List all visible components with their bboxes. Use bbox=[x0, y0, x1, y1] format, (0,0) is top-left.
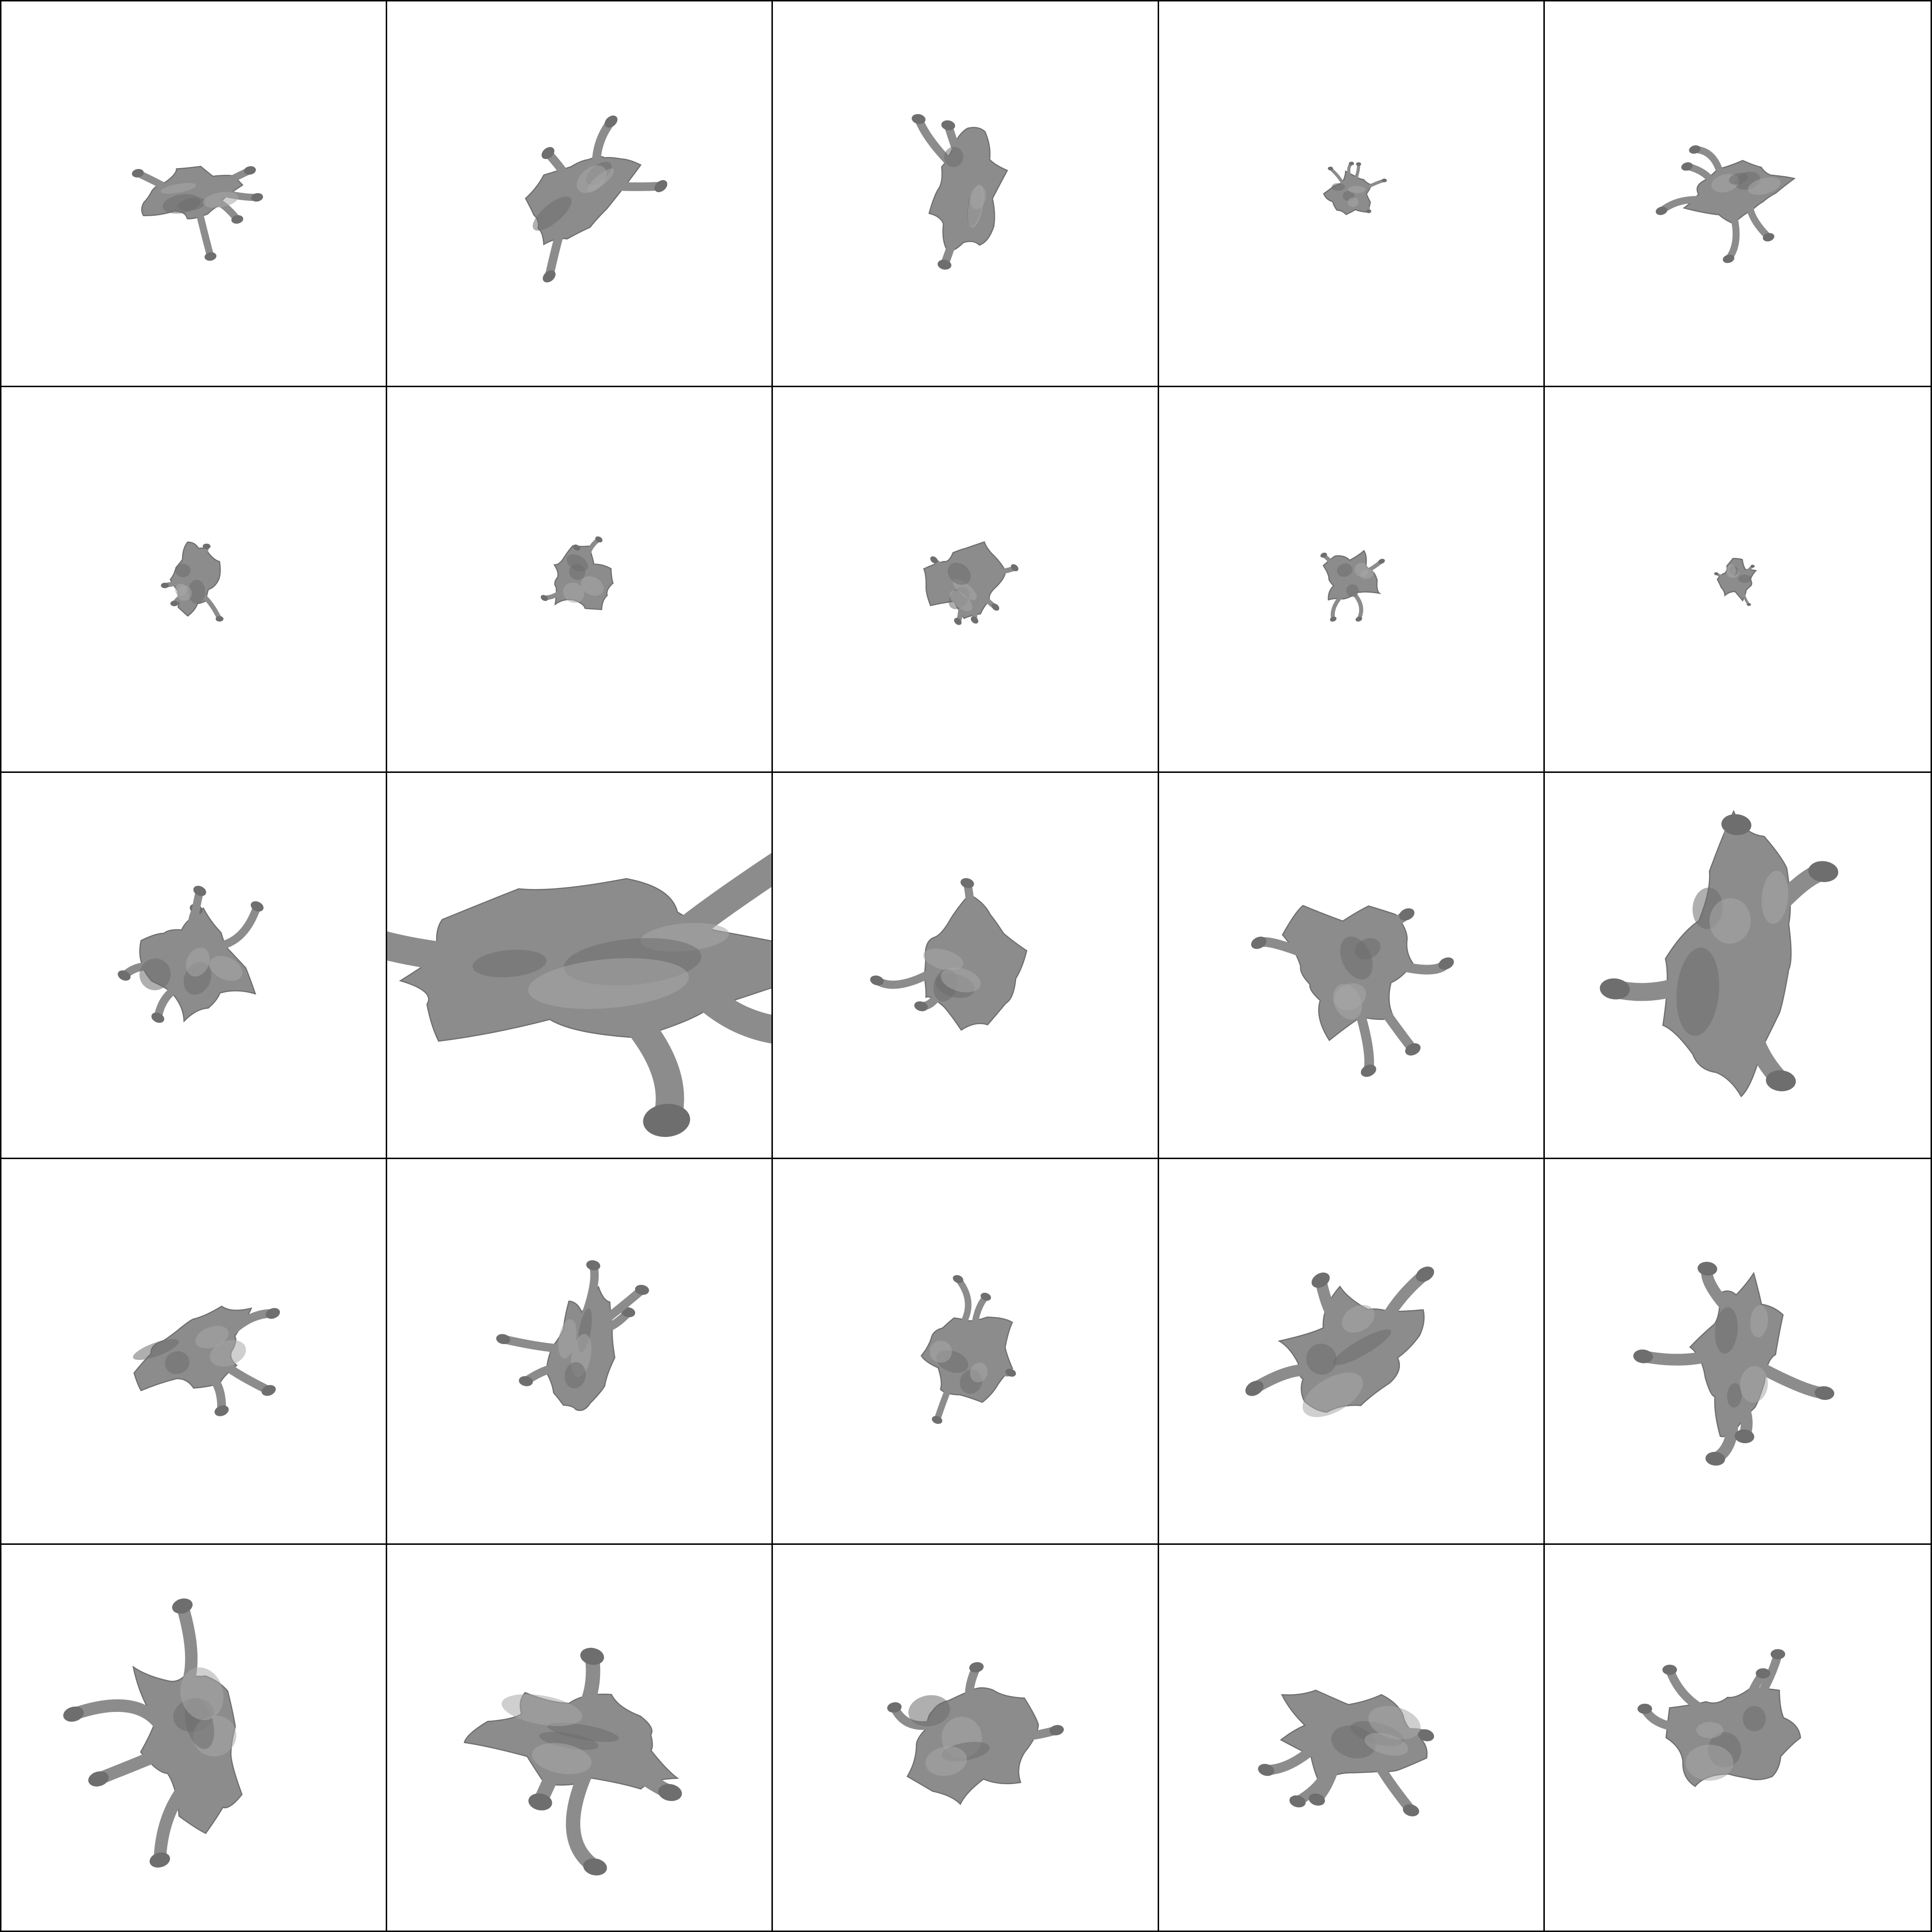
render-cell bbox=[387, 1544, 773, 1931]
render-cell bbox=[773, 773, 1159, 1159]
render-cell bbox=[1, 1544, 388, 1931]
render-cell bbox=[773, 1, 1159, 388]
mesh-render-icon bbox=[1320, 549, 1385, 622]
mesh-render-icon bbox=[131, 166, 263, 261]
render-cell bbox=[387, 773, 773, 1159]
render-cell bbox=[1, 387, 388, 773]
render-cell bbox=[387, 1, 773, 388]
render-cell bbox=[1544, 1544, 1931, 1931]
render-cell bbox=[1159, 773, 1545, 1159]
render-cell bbox=[1544, 1159, 1931, 1545]
render-cell bbox=[1159, 1159, 1545, 1545]
mesh-render-icon bbox=[1637, 1649, 1801, 1787]
render-cell bbox=[773, 1544, 1159, 1931]
render-cell bbox=[387, 387, 773, 773]
render-cell bbox=[1159, 1544, 1545, 1931]
mesh-render-icon bbox=[496, 1260, 649, 1411]
mesh-render-icon bbox=[63, 1598, 243, 1868]
render-cell bbox=[1, 1159, 388, 1545]
render-cell bbox=[773, 387, 1159, 773]
mesh-render-icon bbox=[1633, 1261, 1834, 1466]
render-cell bbox=[1544, 773, 1931, 1159]
render-cell bbox=[1159, 387, 1545, 773]
mesh-render-icon bbox=[1323, 161, 1387, 215]
mesh-render-icon bbox=[117, 886, 264, 1023]
mesh-render-icon bbox=[1600, 810, 1839, 1098]
mesh-render-icon bbox=[133, 1305, 280, 1416]
render-cell bbox=[387, 1159, 773, 1545]
mesh-render-icon bbox=[1245, 1266, 1434, 1417]
mesh-render-icon bbox=[870, 878, 1028, 1031]
mesh-render-icon bbox=[525, 115, 667, 283]
mesh-render-icon bbox=[1251, 905, 1454, 1077]
mesh-render-icon bbox=[912, 114, 1008, 270]
mesh-render-icon bbox=[923, 541, 1019, 626]
mesh-render-icon bbox=[921, 1275, 1017, 1424]
render-cell bbox=[1544, 1, 1931, 388]
mesh-render-icon bbox=[1257, 1689, 1434, 1816]
render-cell bbox=[773, 1159, 1159, 1545]
mesh-render-icon bbox=[1714, 558, 1757, 606]
mesh-render-icon bbox=[1656, 145, 1796, 263]
render-cell bbox=[1544, 387, 1931, 773]
mesh-render-icon bbox=[464, 1647, 682, 1876]
mesh-render-icon bbox=[161, 541, 224, 622]
render-cell bbox=[1, 1, 388, 388]
mesh-render-icon bbox=[541, 536, 614, 611]
render-cell bbox=[1, 773, 388, 1159]
render-cell bbox=[1159, 1, 1545, 388]
mesh-render-icon bbox=[387, 827, 772, 1137]
mesh-render-icon bbox=[887, 1662, 1064, 1805]
